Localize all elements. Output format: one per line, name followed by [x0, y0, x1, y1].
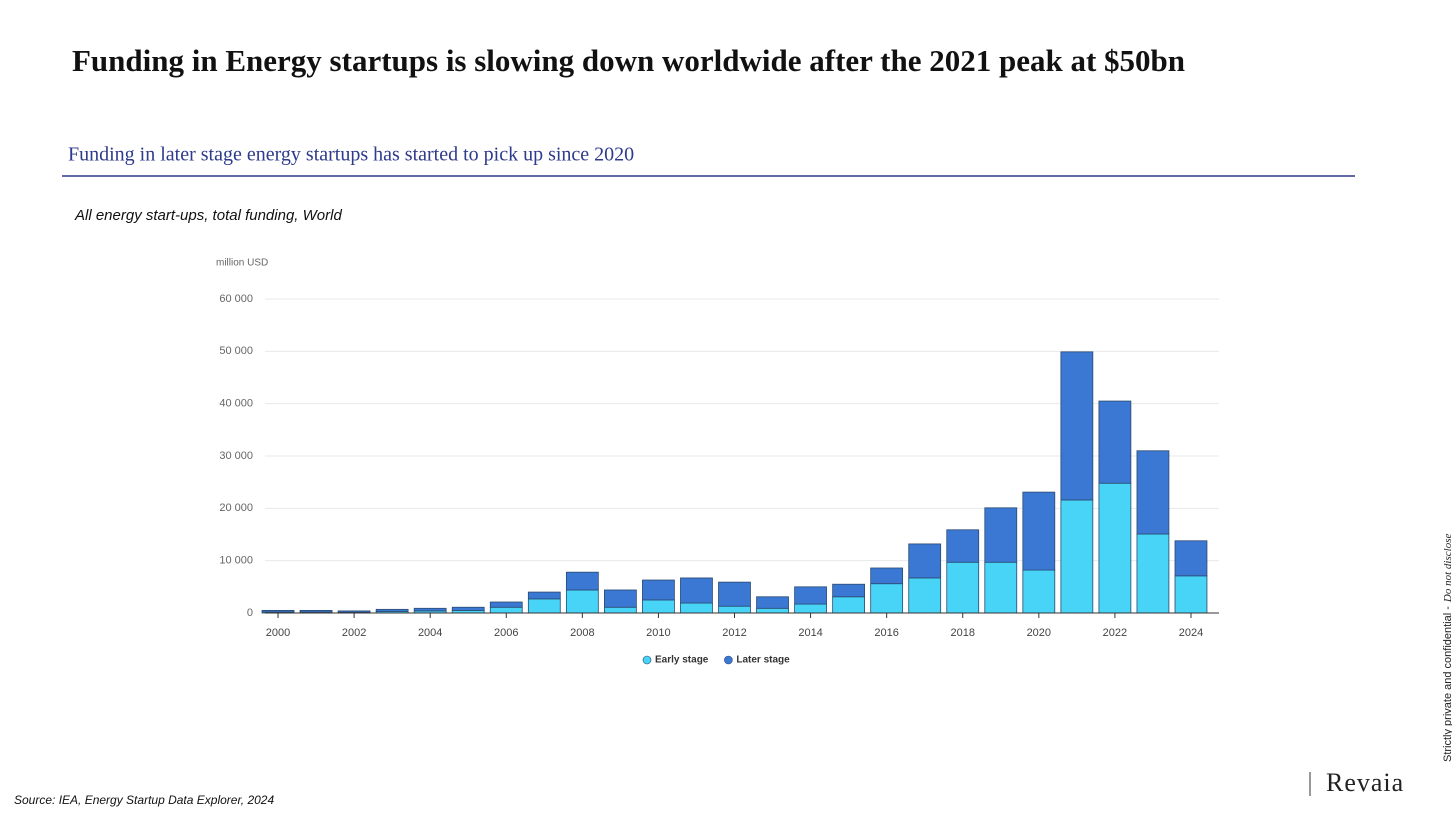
legend-label: Early stage: [655, 655, 709, 666]
x-tick-label: 2004: [418, 627, 442, 639]
x-tick-label: 2012: [722, 627, 746, 639]
bar-segment: [261, 609, 295, 613]
y-tick-label: 0: [247, 607, 253, 619]
bar-segment: [870, 567, 904, 585]
bar-segment: [1022, 491, 1056, 571]
bar-segment: [299, 609, 333, 613]
legend-swatch: [724, 655, 733, 665]
bar-segment: [946, 529, 980, 563]
x-tick-label: 2020: [1027, 627, 1051, 639]
bar-segment: [756, 596, 789, 609]
x-tick-label: 2008: [570, 627, 594, 639]
bar-segment: [984, 507, 1018, 563]
y-tick-label: 50 000: [219, 345, 253, 357]
bar-segment: [604, 589, 637, 608]
y-tick-label: 30 000: [219, 450, 253, 462]
y-axis-label: million USD: [216, 258, 268, 269]
bar-segment: [1136, 533, 1170, 614]
x-tick-label: 2022: [1103, 627, 1127, 639]
bar-segment: [946, 561, 980, 614]
bar-segment: [642, 579, 675, 601]
logo: Revaia: [1326, 768, 1404, 797]
bar-segment: [413, 607, 447, 612]
y-tick-label: 60 000: [219, 293, 253, 305]
x-tick-label: 2014: [798, 627, 822, 639]
bar-segment: [794, 586, 827, 605]
legend-label: Later stage: [736, 655, 790, 666]
confidential: Strictly private and confidential -: [1442, 606, 1452, 762]
bar-segment: [832, 583, 865, 598]
bar-segment: [604, 606, 637, 614]
bar-segment: [680, 577, 713, 604]
y-tick-label: 10 000: [219, 555, 253, 567]
bar-segment: [908, 543, 942, 579]
bar-segment: [489, 601, 523, 608]
bar-segment: [832, 596, 865, 614]
x-tick-label: 2010: [646, 627, 670, 639]
bar-segment: [680, 602, 713, 614]
bar-segment: [984, 561, 1018, 614]
slide-subtitle: Funding in later stage energy startups h…: [68, 144, 634, 166]
bar-segment: [565, 589, 599, 614]
bar-segment: [527, 598, 561, 614]
bar-segment: [375, 608, 409, 612]
bar-segment: [1060, 351, 1094, 501]
bar-segment: [756, 607, 789, 614]
bar-segment: [718, 581, 751, 607]
bar-segment: [1098, 400, 1132, 484]
bar-segment: [527, 591, 561, 600]
x-tick-label: 2024: [1179, 627, 1203, 639]
bar-segment: [1060, 499, 1094, 614]
legend-swatch: [642, 655, 652, 665]
bar-segment: [1174, 575, 1208, 614]
y-tick-label: 40 000: [219, 398, 253, 410]
bar-segment: [908, 577, 942, 614]
bar-segment: [794, 603, 827, 614]
bar-segment: [565, 571, 599, 591]
x-tick-label: 2002: [342, 627, 366, 639]
bar-segment: [1022, 569, 1056, 614]
x-tick-label: 2006: [494, 627, 518, 639]
bar-segment: [642, 599, 675, 614]
chart-title: All energy start-ups, total funding, Wor…: [74, 207, 342, 224]
bar-segment: [1098, 482, 1132, 614]
x-tick-label: 2018: [950, 627, 974, 639]
bar-segment: [870, 583, 904, 614]
bar-segment: [451, 606, 485, 611]
source: Source: IEA, Energy Startup Data Explore…: [14, 793, 274, 807]
y-tick-label: 20 000: [219, 502, 253, 514]
slide-title: Funding in Energy startups is slowing do…: [72, 43, 1185, 78]
disclose: Do not disclose: [1442, 534, 1452, 604]
bar-segment: [489, 606, 523, 614]
bar-segment: [1136, 450, 1170, 535]
bar-segment: [718, 605, 751, 614]
confidential-note: Strictly private and confidential - Do no…: [1442, 534, 1452, 762]
x-tick-label: 2016: [874, 627, 898, 639]
bar-segment: [1174, 540, 1208, 577]
bar-segment: [337, 610, 371, 613]
x-tick-label: 2000: [266, 627, 290, 639]
